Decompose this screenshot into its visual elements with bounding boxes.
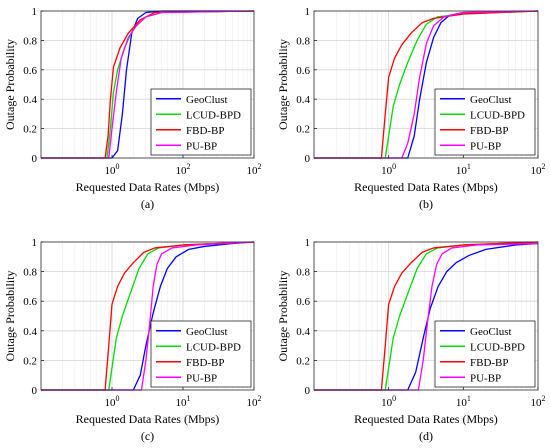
legend-label: LCUD-BPD [186, 109, 241, 121]
x-tick-label: 102 [247, 162, 262, 177]
y-axis-label: Outage Probability [3, 39, 17, 130]
series-line-pu-bp [41, 241, 255, 391]
panel-subtitle: (d) [419, 429, 433, 443]
axes-frame [313, 10, 539, 159]
y-tick-label: 0.4 [296, 94, 310, 106]
legend-label: GeoClust [470, 326, 512, 338]
y-tick-label: 0.8 [296, 267, 310, 279]
legend: GeoClust LCUD-BPD FBD-BP PU-BP [150, 88, 252, 156]
legend-label: GeoClust [186, 326, 228, 338]
y-tick-label: 0.6 [296, 296, 310, 308]
x-axis-label: Requested Data Rates (Mbps) [354, 412, 498, 426]
y-tick-label: 0 [305, 385, 311, 397]
x-tick-label: 100 [105, 162, 120, 177]
legend: GeoClust LCUD-BPD FBD-BP PU-BP [150, 320, 252, 388]
legend-box [434, 88, 536, 156]
x-tick-label: 102 [247, 394, 262, 409]
panel-subtitle: (c) [141, 429, 154, 443]
x-tick-label: 101 [176, 394, 191, 409]
chart-panel-c: 0 0.2 0.4 0.6 0.8 1 100 101 102 Requested Data Ra… [3, 237, 262, 443]
y-axis-label: Outage Probability [276, 271, 290, 362]
axes-frame [313, 241, 539, 391]
x-tick-label: 101 [456, 162, 471, 177]
y-tick-label: 0 [305, 153, 311, 165]
y-tick-label: 0.8 [23, 267, 37, 279]
legend: GeoClust LCUD-BPD FBD-BP PU-BP [434, 88, 536, 156]
series-line-geoclust [41, 241, 255, 391]
x-tick-label: 100 [381, 394, 396, 409]
chart-panel-a: 0 0.2 0.4 0.6 0.8 1 100 102 102 Requested Data Ra… [3, 6, 262, 211]
panel-subtitle: (a) [141, 197, 154, 211]
series-line-geoclust [314, 242, 539, 391]
legend-label: LCUD-BPD [186, 341, 241, 353]
x-tick-label: 101 [456, 394, 471, 409]
x-axis-label: Requested Data Rates (Mbps) [76, 412, 220, 426]
legend-box [150, 88, 252, 156]
y-tick-label: 0.2 [296, 124, 310, 136]
x-tick-label: 100 [381, 162, 396, 177]
series-line-pu-bp [314, 10, 539, 159]
y-tick-label: 1 [305, 237, 311, 249]
x-axis-label: Requested Data Rates (Mbps) [354, 180, 498, 194]
legend: GeoClust LCUD-BPD FBD-BP PU-BP [434, 320, 536, 388]
panel-subtitle: (b) [419, 197, 433, 211]
legend-label: FBD-BP [470, 357, 509, 369]
x-tick-label: 102 [531, 162, 546, 177]
legend-label: FBD-BP [470, 125, 509, 137]
legend-label: LCUD-BPD [470, 341, 525, 353]
x-tick-label: 100 [105, 394, 120, 409]
axes-frame [40, 241, 255, 391]
x-tick-label: 102 [176, 162, 191, 177]
legend-label: FBD-BP [186, 125, 225, 137]
y-tick-label: 0.4 [23, 326, 37, 338]
y-tick-label: 0.6 [296, 65, 310, 77]
series-line-geoclust [41, 10, 254, 159]
legend-label: GeoClust [186, 94, 228, 106]
y-tick-label: 0.2 [23, 124, 37, 136]
legend-label: PU-BP [470, 140, 501, 152]
series-line-fbd-bp [41, 241, 255, 391]
y-axis-label: Outage Probability [276, 39, 290, 130]
y-tick-label: 0 [32, 153, 38, 165]
series-line-pu-bp [41, 10, 255, 159]
y-tick-label: 0 [32, 385, 38, 397]
series-line-fbd-bp [314, 241, 539, 391]
y-tick-label: 0.6 [23, 65, 37, 77]
legend-label: PU-BP [186, 140, 217, 152]
legend-box [434, 320, 536, 388]
y-tick-label: 0.2 [296, 355, 310, 367]
y-axis-label: Outage Probability [3, 271, 17, 362]
y-tick-label: 0.2 [23, 355, 37, 367]
y-tick-label: 0.4 [23, 94, 37, 106]
legend-box [150, 320, 252, 388]
y-tick-label: 1 [32, 237, 38, 249]
y-tick-label: 0.6 [23, 296, 37, 308]
series-line-pu-bp [314, 242, 539, 391]
chart-panel-b: 0 0.2 0.4 0.6 0.8 1 100 101 102 Requested Data Ra… [276, 6, 546, 211]
y-tick-label: 0.8 [23, 35, 37, 47]
legend-label: LCUD-BPD [470, 109, 525, 121]
legend-label: PU-BP [186, 372, 217, 384]
y-tick-label: 1 [305, 6, 311, 18]
y-tick-label: 1 [32, 6, 38, 18]
chart-panel-d: 0 0.2 0.4 0.6 0.8 1 100 101 102 Requested Data Ra… [276, 237, 546, 443]
legend-label: GeoClust [470, 94, 512, 106]
legend-label: PU-BP [470, 372, 501, 384]
y-tick-label: 0.4 [296, 326, 310, 338]
legend-label: FBD-BP [186, 357, 225, 369]
y-tick-label: 0.8 [296, 35, 310, 47]
x-axis-label: Requested Data Rates (Mbps) [76, 180, 220, 194]
axes-frame [40, 10, 255, 159]
x-tick-label: 102 [531, 394, 546, 409]
